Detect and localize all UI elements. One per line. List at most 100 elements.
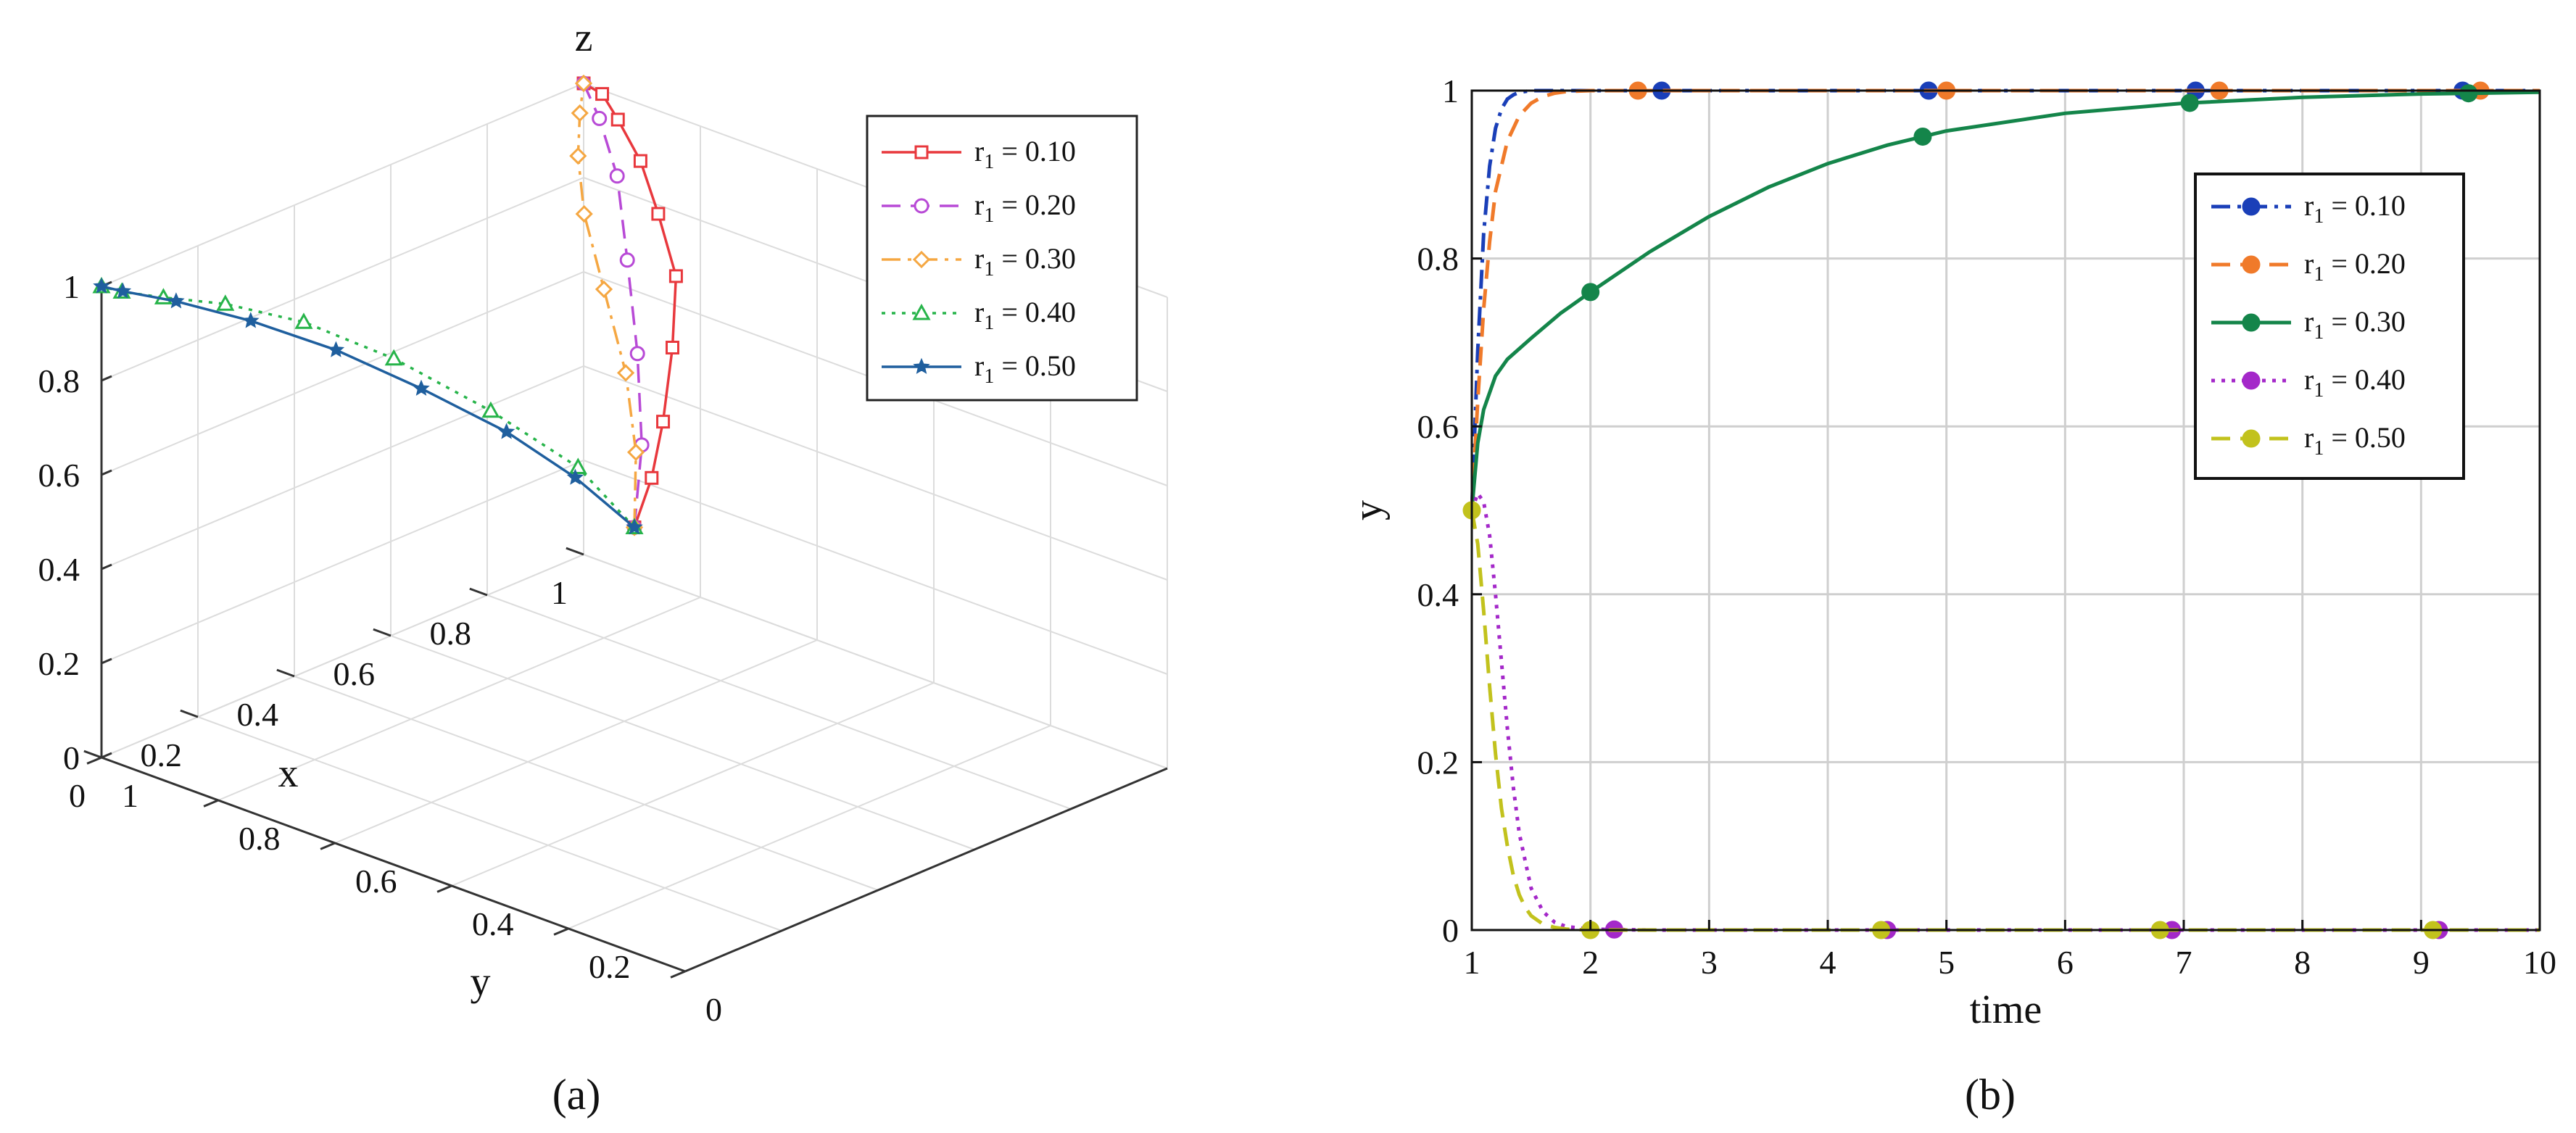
data-point [651, 207, 666, 221]
legend-entry: r1 = 0.10 [2211, 189, 2406, 228]
legend-entry: r1 = 0.20 [882, 188, 1076, 227]
x-tick-label: 0 [69, 777, 86, 814]
x-tick-label: 0.6 [334, 655, 376, 692]
axis-label-y: y [1346, 500, 1391, 520]
grid-line [583, 554, 1168, 769]
legend-marker [913, 357, 930, 374]
panel-a-series [92, 74, 683, 536]
y-tick-label: 1 [1442, 72, 1459, 109]
grid-line [101, 365, 584, 570]
y-tick-mark [203, 799, 219, 808]
series-line [1470, 510, 2540, 932]
data-point [626, 443, 645, 462]
z-tick-mark [101, 752, 112, 759]
legend-label: r1 = 0.40 [2304, 363, 2406, 402]
panel-a-grid [101, 83, 1168, 972]
z-tick-label: 0.6 [38, 457, 80, 494]
y-tick-mark [553, 927, 569, 936]
data-point [574, 74, 593, 93]
grid-line [101, 271, 584, 476]
x-tick-mark [180, 709, 199, 718]
panel-b-frame [1470, 89, 2541, 931]
grid-line [390, 635, 975, 850]
grid-line [568, 725, 1051, 929]
y-tick-label: 0.2 [589, 948, 631, 985]
data-point [645, 470, 659, 485]
data-point [609, 168, 625, 184]
x-tick-mark [566, 547, 584, 556]
legend-entry: r1 = 0.20 [2211, 247, 2406, 286]
legend-entry: r1 = 0.10 [882, 135, 1076, 173]
data-point [592, 110, 608, 126]
series-line [101, 285, 636, 528]
legend-entry: r1 = 0.50 [882, 349, 1076, 388]
z-tick-label: 0.4 [38, 551, 80, 588]
legend-entry: r1 = 0.30 [2211, 305, 2406, 344]
legend-entry: r1 = 0.50 [2211, 421, 2406, 460]
panel-a-axes [100, 286, 1168, 973]
legend-label: r1 = 0.10 [974, 135, 1076, 173]
x-tick-label: 3 [1701, 944, 1718, 981]
axis-label-y: y [471, 960, 491, 1005]
legend-marker [2242, 371, 2261, 390]
data-point [616, 364, 635, 382]
y-tick-mark [86, 756, 102, 765]
data-point [595, 87, 610, 101]
z-tick-mark [101, 469, 112, 476]
data-point [216, 294, 235, 311]
series-4 [1462, 501, 2540, 939]
x-tick-mark [469, 587, 488, 597]
plot-frame [1470, 89, 2541, 931]
grid-line [486, 594, 1072, 810]
data-point [668, 269, 683, 283]
legend-box [2194, 173, 2465, 480]
x-tick-label: 6 [2057, 944, 2074, 981]
axis-label-z: z [575, 15, 593, 60]
legend-marker [2242, 197, 2261, 216]
x-tick-mark [276, 668, 295, 678]
axis-line [101, 756, 686, 973]
y-tick-label: 0.6 [1417, 408, 1459, 445]
data-point [167, 292, 185, 309]
y-tick-label: 0.2 [1417, 744, 1459, 781]
data-point [1581, 283, 1600, 302]
x-tick-mark [373, 628, 392, 637]
panel-a-legend: r1 = 0.10 r1 = 0.20 r1 = 0.30 r1 = 0.40 r1 =… [866, 115, 1138, 402]
legend-label: r1 = 0.20 [974, 188, 1076, 227]
legend-marker [2242, 255, 2261, 274]
panel-label-a: (a) [552, 1071, 601, 1119]
x-tick-label: 8 [2294, 944, 2311, 981]
y-tick-label: 0.8 [1417, 241, 1459, 278]
series-2 [569, 74, 645, 536]
legend-marker [912, 250, 931, 269]
panel-b-legend: r1 = 0.10 r1 = 0.20 r1 = 0.30 r1 = 0.40 r1 =… [2194, 173, 2465, 480]
axis-label-time: time [1970, 987, 2042, 1032]
legend-box [866, 115, 1138, 402]
x-tick-label: 0.8 [430, 615, 472, 652]
y-tick-mark [436, 884, 452, 893]
panel-b-line-plot: 1 2 3 4 5 6 7 8 9 10 0 0.2 0.4 0.6 0.8 1 time y r1 = 0.… [1346, 72, 2556, 1119]
grid-line [451, 682, 935, 887]
grid-line [197, 716, 782, 931]
data-point [571, 104, 589, 123]
x-tick-label: 0.2 [141, 736, 183, 773]
x-tick-label: 1 [551, 574, 568, 611]
grid-line [583, 365, 1168, 581]
series-line [583, 82, 678, 528]
axis-label-x: x [278, 751, 299, 796]
data-point [497, 423, 515, 439]
data-point [327, 341, 345, 357]
x-tick-label: 1 [1464, 944, 1480, 981]
grid-line [218, 597, 701, 801]
series-line [1470, 489, 2540, 932]
legend-label: r1 = 0.10 [2304, 189, 2406, 228]
data-point [619, 252, 635, 268]
legend-marker [914, 145, 929, 159]
y-tick-label: 0.6 [355, 863, 397, 900]
legend-label: r1 = 0.40 [974, 296, 1076, 334]
legend-label: r1 = 0.50 [2304, 421, 2406, 460]
grid-line [583, 460, 1168, 675]
data-point [93, 277, 110, 294]
grid-line [294, 676, 879, 891]
